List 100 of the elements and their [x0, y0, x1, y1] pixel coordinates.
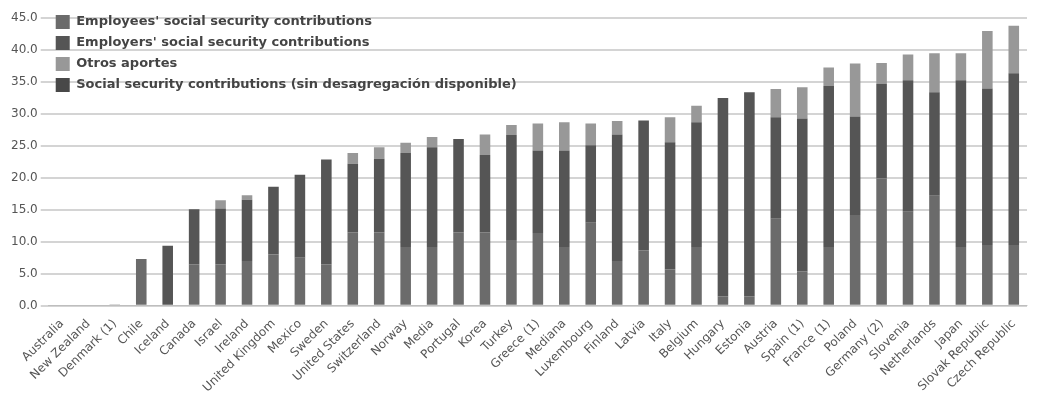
bar	[373, 158, 385, 233]
bar	[347, 232, 359, 305]
bar	[902, 54, 914, 81]
y-tick-label: 20.0	[11, 170, 38, 185]
bar	[770, 218, 782, 305]
bar	[691, 105, 702, 123]
bar	[611, 121, 623, 135]
y-tick-label: 0.0	[18, 297, 38, 312]
bar	[744, 92, 755, 297]
bar	[770, 117, 782, 219]
bar	[453, 232, 464, 305]
bar	[691, 246, 702, 305]
bar	[823, 246, 834, 305]
bar	[796, 118, 808, 272]
bar	[796, 271, 808, 305]
bar	[347, 153, 359, 164]
bar	[532, 123, 544, 151]
bar	[1008, 73, 1020, 246]
bar	[929, 195, 940, 305]
bar	[559, 122, 570, 151]
bar	[426, 147, 438, 247]
bar	[268, 186, 279, 255]
bar	[321, 159, 332, 265]
bar	[796, 87, 808, 119]
bar	[426, 137, 438, 148]
bar	[902, 80, 914, 212]
legend-label: Employers' social security contributions	[76, 34, 370, 50]
bar	[744, 296, 755, 305]
bar	[585, 145, 597, 223]
bar	[373, 232, 385, 305]
bar	[532, 232, 544, 305]
bar	[585, 123, 597, 146]
bar	[215, 208, 226, 265]
y-tick-label: 45.0	[11, 10, 38, 25]
bar	[506, 135, 517, 240]
bar	[241, 260, 253, 305]
bar	[876, 62, 887, 85]
bar	[453, 138, 464, 233]
bar	[717, 296, 729, 305]
bar	[241, 199, 253, 261]
bar	[955, 246, 967, 305]
legend-label: Social security contributions (sin desagregación disponible)	[76, 76, 517, 92]
bar	[823, 67, 834, 86]
y-tick-label: 15.0	[11, 202, 38, 216]
bar	[664, 269, 676, 305]
y-tick-label: 40.0	[11, 42, 38, 57]
y-tick-label: 25.0	[11, 138, 38, 153]
bar	[268, 254, 279, 305]
bar	[664, 142, 676, 270]
bar	[294, 257, 306, 305]
bar	[347, 163, 359, 233]
bar	[876, 84, 887, 179]
bar	[400, 153, 411, 247]
bar	[162, 245, 173, 305]
bar	[770, 89, 782, 118]
bar	[241, 195, 253, 200]
bar	[135, 259, 147, 305]
y-tick-label: 10.0	[11, 233, 38, 248]
bar	[823, 85, 834, 247]
bar	[955, 80, 967, 247]
bar	[215, 264, 226, 305]
bar	[664, 117, 676, 143]
bar	[532, 150, 544, 233]
bar	[929, 92, 940, 196]
bar	[611, 260, 623, 305]
bar	[929, 53, 940, 93]
bar	[400, 142, 411, 154]
bar	[849, 116, 861, 215]
bar	[638, 120, 649, 251]
bar	[321, 264, 332, 305]
bar	[215, 200, 226, 209]
bar	[373, 147, 385, 159]
bar	[479, 232, 491, 305]
y-tick-label: 35.0	[11, 74, 38, 89]
bar	[902, 211, 914, 305]
bar	[849, 63, 861, 117]
bar	[955, 53, 967, 81]
bar	[506, 239, 517, 305]
bar	[294, 174, 306, 258]
legend-label: Employees' social security contributions	[76, 13, 373, 29]
bar	[638, 250, 649, 305]
bar	[188, 209, 200, 265]
bar	[1008, 25, 1020, 74]
bar	[849, 214, 861, 305]
bar	[1008, 245, 1020, 305]
bar	[611, 134, 623, 261]
bar	[188, 264, 200, 305]
bar	[479, 154, 491, 233]
y-tick-label: 30.0	[11, 106, 38, 121]
bar	[691, 122, 702, 247]
bar	[876, 178, 887, 305]
bar	[426, 246, 438, 305]
legend-label: Otros aportes	[76, 55, 178, 71]
bar	[559, 150, 570, 247]
bar	[559, 246, 570, 305]
bar	[982, 88, 993, 246]
y-tick-label: 5.0	[18, 265, 38, 280]
bar	[982, 30, 993, 89]
bar	[982, 245, 993, 305]
bar	[400, 246, 411, 305]
